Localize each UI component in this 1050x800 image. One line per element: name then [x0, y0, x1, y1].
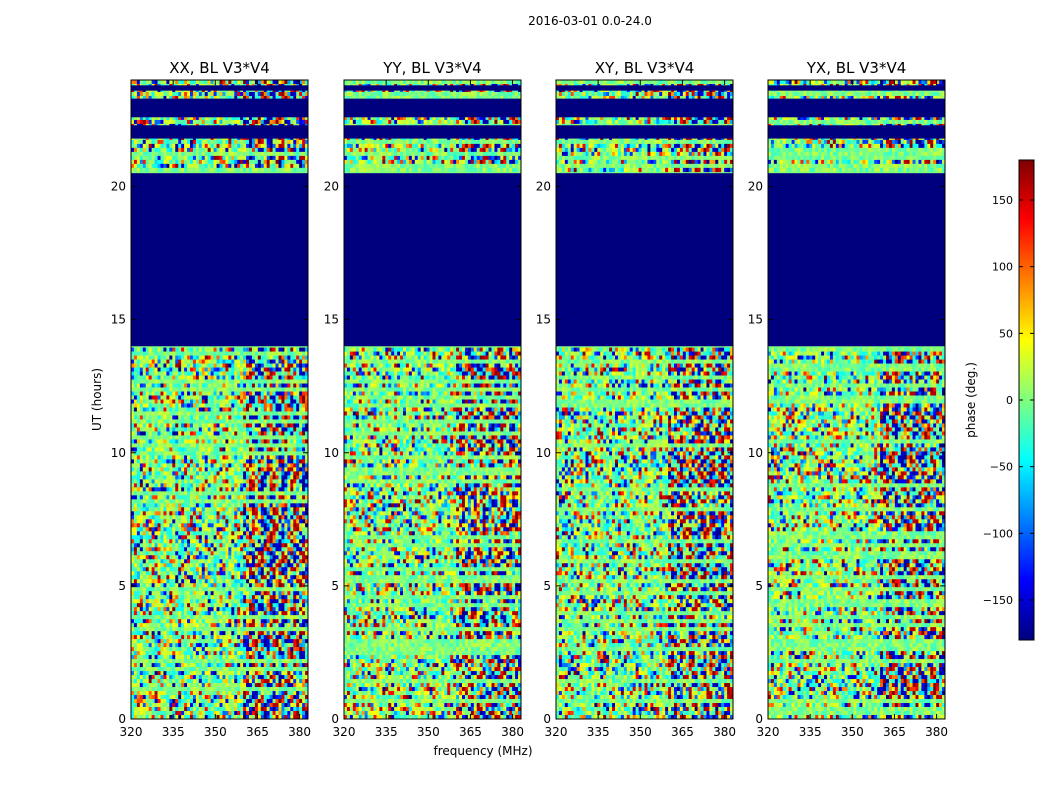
y-tick-label: 5: [331, 579, 339, 593]
axes-frame: [130, 79, 309, 720]
y-tick-label: 20: [748, 180, 763, 194]
y-tick-label: 20: [536, 180, 551, 194]
x-tick-label: 350: [204, 725, 227, 739]
x-tick-label: 335: [375, 725, 398, 739]
y-tick-label: 15: [536, 313, 551, 327]
x-tick-label: 335: [799, 725, 822, 739]
x-tick-label: 335: [162, 725, 185, 739]
flagged-band: [344, 173, 521, 347]
flagged-row: [556, 85, 733, 91]
y-tick-label: 10: [111, 446, 126, 460]
x-tick-label: 320: [757, 725, 780, 739]
colorbar-tick-label: −50: [990, 461, 1013, 474]
x-tick-label: 335: [587, 725, 610, 739]
y-tick-label: 0: [118, 712, 126, 726]
flagged-row: [131, 125, 308, 139]
y-tick-label: 15: [111, 313, 126, 327]
panel-yy: YY, BL V3*V4 320 335 350 365 380 0 5 10 15 20: [324, 59, 524, 739]
x-tick-label: 350: [841, 725, 864, 739]
flagged-band: [131, 173, 308, 347]
flagged-row: [344, 125, 521, 139]
flagged-band: [768, 173, 945, 347]
flagged-row: [768, 98, 945, 118]
colorbar-tick-label: 150: [992, 194, 1013, 207]
y-tick-label: 0: [543, 712, 551, 726]
flagged-row: [768, 85, 945, 91]
panel-xx: XX, BL V3*V4 320 335 350 365 380 0 5 10 15 20 UT (h…: [90, 59, 311, 739]
y-tick-label: 20: [324, 180, 339, 194]
colorbar-tick-label: −150: [983, 594, 1013, 607]
x-tick-label: 320: [333, 725, 356, 739]
flagged-row: [344, 98, 521, 118]
axes-frame: [343, 79, 522, 720]
x-tick-label: 380: [713, 725, 736, 739]
x-tick-label: 380: [288, 725, 311, 739]
x-tick-label: 365: [246, 725, 269, 739]
colorbar-tick-label: −100: [983, 527, 1013, 540]
x-tick-label: 350: [417, 725, 440, 739]
x-tick-label: 380: [501, 725, 524, 739]
flagged-row: [556, 98, 733, 118]
colorbar: −150 −100 −50 0 50 100 150 phase (deg.): [964, 159, 1035, 641]
y-axis-label: UT (hours): [90, 368, 104, 431]
colorbar-tick-label: 50: [999, 327, 1013, 340]
y-tick-label: 0: [755, 712, 763, 726]
flagged-row: [768, 125, 945, 139]
panel-xy: XY, BL V3*V4 320 335 350 365 380 0 5 10 15 20 frequ…: [433, 59, 736, 758]
panel-title: XX, BL V3*V4: [169, 59, 270, 77]
x-tick-label: 380: [925, 725, 948, 739]
y-tick-label: 10: [536, 446, 551, 460]
y-tick-label: 20: [111, 180, 126, 194]
colorbar-tick-label: 0: [1006, 394, 1013, 407]
panel-title: YX, BL V3*V4: [806, 59, 907, 77]
flagged-row: [556, 125, 733, 139]
y-tick-label: 5: [755, 579, 763, 593]
y-tick-label: 5: [543, 579, 551, 593]
panel-yx: YX, BL V3*V4 320 335 350 365 380 0 5 10 15 20: [748, 59, 948, 739]
y-tick-label: 15: [748, 313, 763, 327]
colorbar-label: phase (deg.): [964, 362, 978, 438]
y-tick-label: 0: [331, 712, 339, 726]
x-tick-label: 350: [629, 725, 652, 739]
panel-title: XY, BL V3*V4: [595, 59, 695, 77]
x-tick-label: 365: [671, 725, 694, 739]
colorbar-tick-label: 100: [992, 261, 1013, 274]
axes-frame: [555, 79, 734, 720]
flagged-row: [344, 85, 521, 91]
figure-title: 2016-03-01 0.0-24.0: [0, 14, 1050, 28]
y-tick-label: 10: [748, 446, 763, 460]
y-tick-label: 10: [324, 446, 339, 460]
heatmap-cells: [344, 80, 522, 720]
x-axis-label: frequency (MHz): [433, 744, 532, 758]
flagged-row: [131, 98, 308, 118]
y-tick-label: 5: [118, 579, 126, 593]
axes-frame: [767, 79, 946, 720]
panel-title: YY, BL V3*V4: [382, 59, 481, 77]
x-tick-label: 365: [883, 725, 906, 739]
x-tick-label: 320: [120, 725, 143, 739]
x-tick-label: 365: [459, 725, 482, 739]
flagged-row: [131, 85, 308, 91]
flagged-band: [556, 173, 733, 347]
y-tick-label: 15: [324, 313, 339, 327]
x-tick-label: 320: [545, 725, 568, 739]
